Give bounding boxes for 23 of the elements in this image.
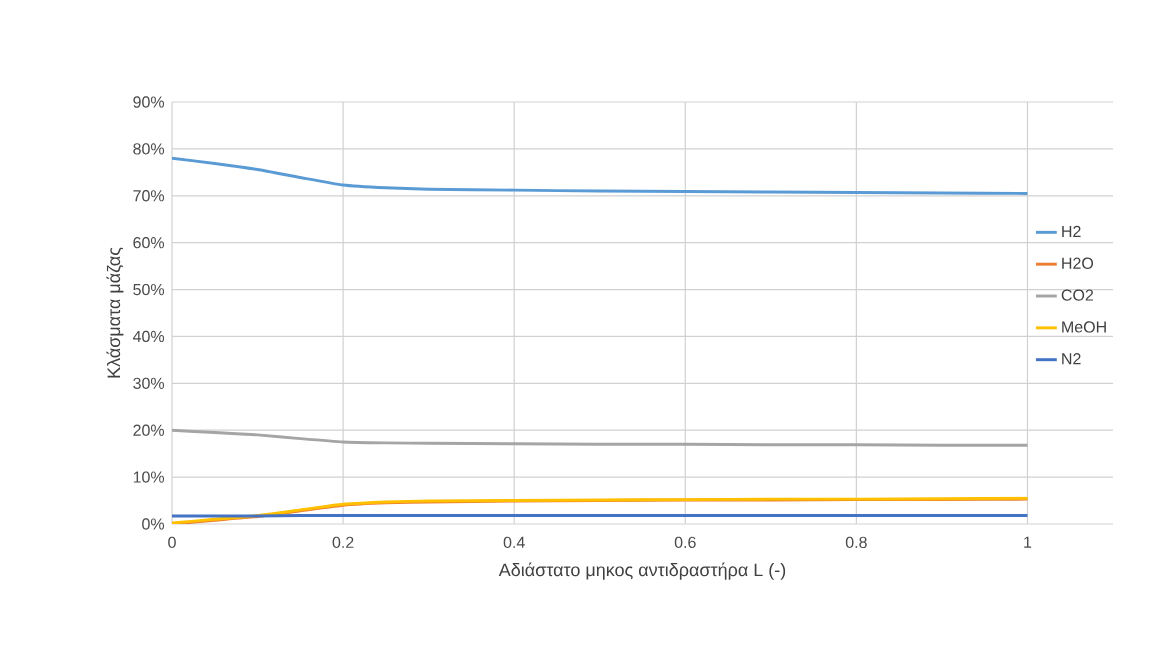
y-tick-label: 40%: [132, 330, 165, 343]
x-tick-label: 0.2: [332, 536, 354, 549]
x-tick-label: 0.8: [845, 536, 867, 549]
x-tick-label: 0.4: [503, 536, 525, 549]
legend-label: H2O: [1062, 257, 1094, 269]
x-tick-label: 0.6: [674, 536, 696, 549]
y-axis-title: Κλάσματα μάζας: [106, 247, 124, 378]
x-tick-label: 0: [168, 536, 176, 549]
legend-label: H2: [1062, 225, 1081, 237]
legend-label: CO2: [1061, 289, 1094, 301]
legend-label: MeOH: [1062, 321, 1106, 333]
y-tick-label: 90%: [133, 96, 165, 108]
x-axis-title: Αδιάστατο μηκος αντιδραστήρα L (-): [498, 562, 786, 580]
y-tick-label: 30%: [133, 377, 165, 389]
y-tick-label: 50%: [133, 283, 165, 296]
y-tick-label: 80%: [133, 143, 165, 155]
legend-label: N2: [1062, 353, 1081, 365]
y-tick-label: 70%: [133, 190, 165, 202]
y-tick-label: 20%: [133, 424, 165, 436]
x-tick-label: 1: [1024, 536, 1032, 548]
y-tick-label: 0%: [142, 518, 165, 530]
y-tick-label: 60%: [133, 237, 165, 249]
y-tick-label: 10%: [133, 471, 165, 483]
